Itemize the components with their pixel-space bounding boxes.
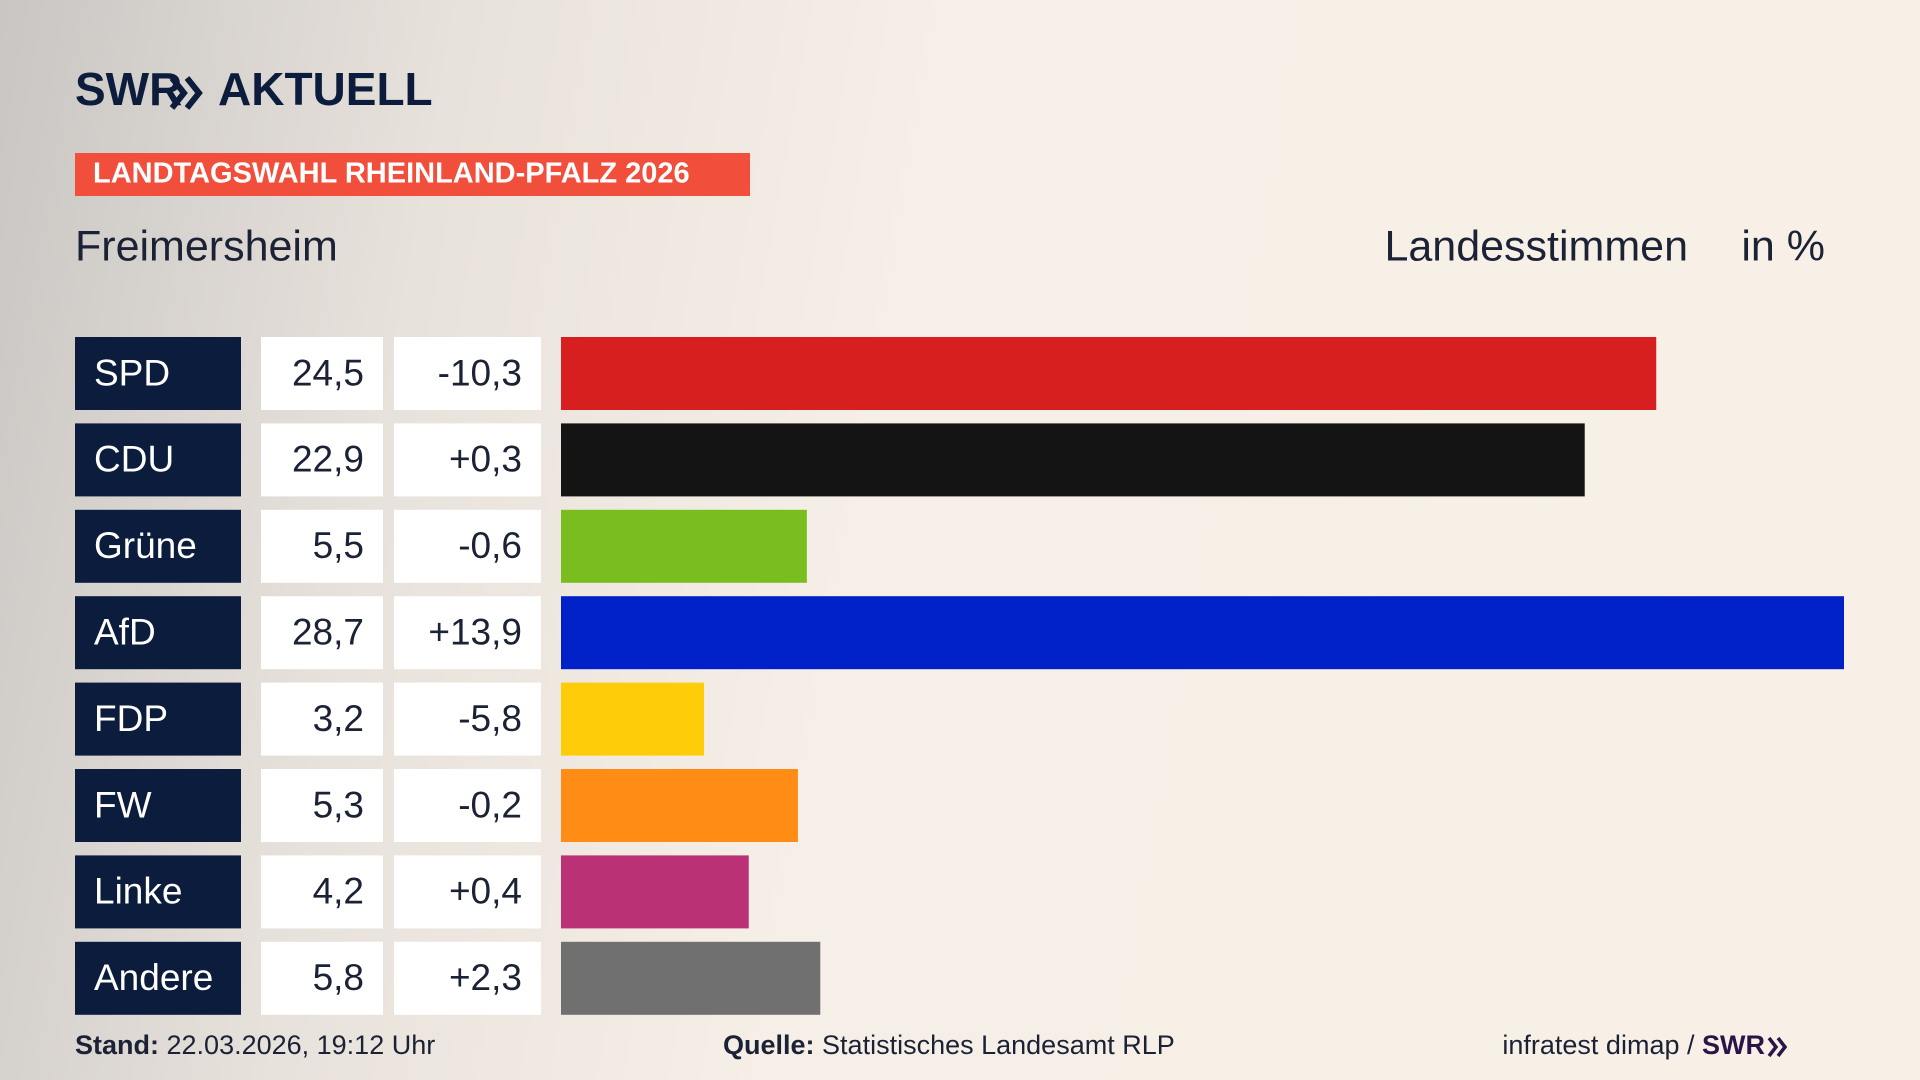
value-box xyxy=(261,509,383,583)
party-box xyxy=(75,596,241,670)
change-box xyxy=(394,769,541,842)
change-box xyxy=(394,423,541,497)
change-box xyxy=(394,509,541,583)
credit-brand: SWR xyxy=(1702,1030,1765,1060)
change-label: +0,4 xyxy=(449,871,522,912)
value-box xyxy=(261,769,383,842)
party-label: FDP xyxy=(94,698,168,739)
bar xyxy=(561,855,749,929)
change-label: -0,6 xyxy=(458,525,522,566)
party-box xyxy=(75,423,241,497)
measure: Landesstimmen xyxy=(1384,222,1688,270)
change-label: +13,9 xyxy=(428,611,522,652)
bar xyxy=(561,337,1657,410)
value-box xyxy=(261,941,383,1015)
party-box xyxy=(75,682,241,756)
party-label: Linke xyxy=(94,871,182,912)
party-box xyxy=(75,941,241,1015)
unit: in % xyxy=(1741,222,1825,270)
change-box xyxy=(394,682,541,756)
bar xyxy=(561,509,807,583)
credit-chevrons xyxy=(1767,1036,1788,1058)
bar xyxy=(561,596,1844,670)
value-box xyxy=(261,855,383,929)
value-label: 24,5 xyxy=(292,352,364,393)
bar xyxy=(561,423,1585,497)
brand-chevrons xyxy=(169,76,203,110)
change-label: +2,3 xyxy=(449,957,522,998)
change-box xyxy=(394,941,541,1015)
party-label: SPD xyxy=(94,352,170,393)
value-label: 28,7 xyxy=(292,611,364,652)
value-label: 22,9 xyxy=(292,439,364,480)
stand: 22.03.2026, 19:12 Uhr xyxy=(167,1030,436,1060)
chart-title: Freimersheim xyxy=(75,222,338,270)
party-box xyxy=(75,509,241,583)
party-label: FW xyxy=(94,784,152,825)
value-label: 4,2 xyxy=(313,871,364,912)
value-box xyxy=(261,596,383,670)
party-box xyxy=(75,337,241,410)
stand-label: Stand: xyxy=(75,1030,159,1060)
value-label: 5,3 xyxy=(313,784,364,825)
party-label: Andere xyxy=(94,957,213,998)
change-label: -0,2 xyxy=(458,784,522,825)
party-box xyxy=(75,855,241,929)
footer-credit: infratest dimap / SWR xyxy=(1502,1030,1765,1060)
brand: SWR xyxy=(75,63,182,115)
change-box xyxy=(394,596,541,670)
bar xyxy=(561,769,798,842)
tag-box xyxy=(75,153,750,196)
channel: AKTUELL xyxy=(218,63,433,115)
party-label: AfD xyxy=(94,611,156,652)
value-box xyxy=(261,337,383,410)
value-label: 5,5 xyxy=(313,525,364,566)
party-label: CDU xyxy=(94,439,174,480)
bar xyxy=(561,941,821,1015)
value-box xyxy=(261,423,383,497)
source-label: Quelle: xyxy=(723,1030,815,1060)
change-label: -10,3 xyxy=(438,352,522,393)
footer-stand: Stand: 22.03.2026, 19:12 Uhr xyxy=(75,1030,435,1060)
tag: LANDTAGSWAHL RHEINLAND-PFALZ 2026 xyxy=(93,158,690,190)
value-label: 5,8 xyxy=(313,957,364,998)
credit: infratest dimap / xyxy=(1502,1030,1695,1060)
bar xyxy=(561,682,705,756)
party-box xyxy=(75,769,241,842)
value-label: 3,2 xyxy=(313,698,364,739)
value-box xyxy=(261,682,383,756)
change-box xyxy=(394,855,541,929)
change-label: +0,3 xyxy=(449,439,522,480)
footer-source: Quelle: Statistisches Landesamt RLP xyxy=(723,1030,1175,1060)
change-box xyxy=(394,337,541,410)
party-label: Grüne xyxy=(94,525,197,566)
change-label: -5,8 xyxy=(458,698,522,739)
source: Statistisches Landesamt RLP xyxy=(822,1030,1175,1060)
